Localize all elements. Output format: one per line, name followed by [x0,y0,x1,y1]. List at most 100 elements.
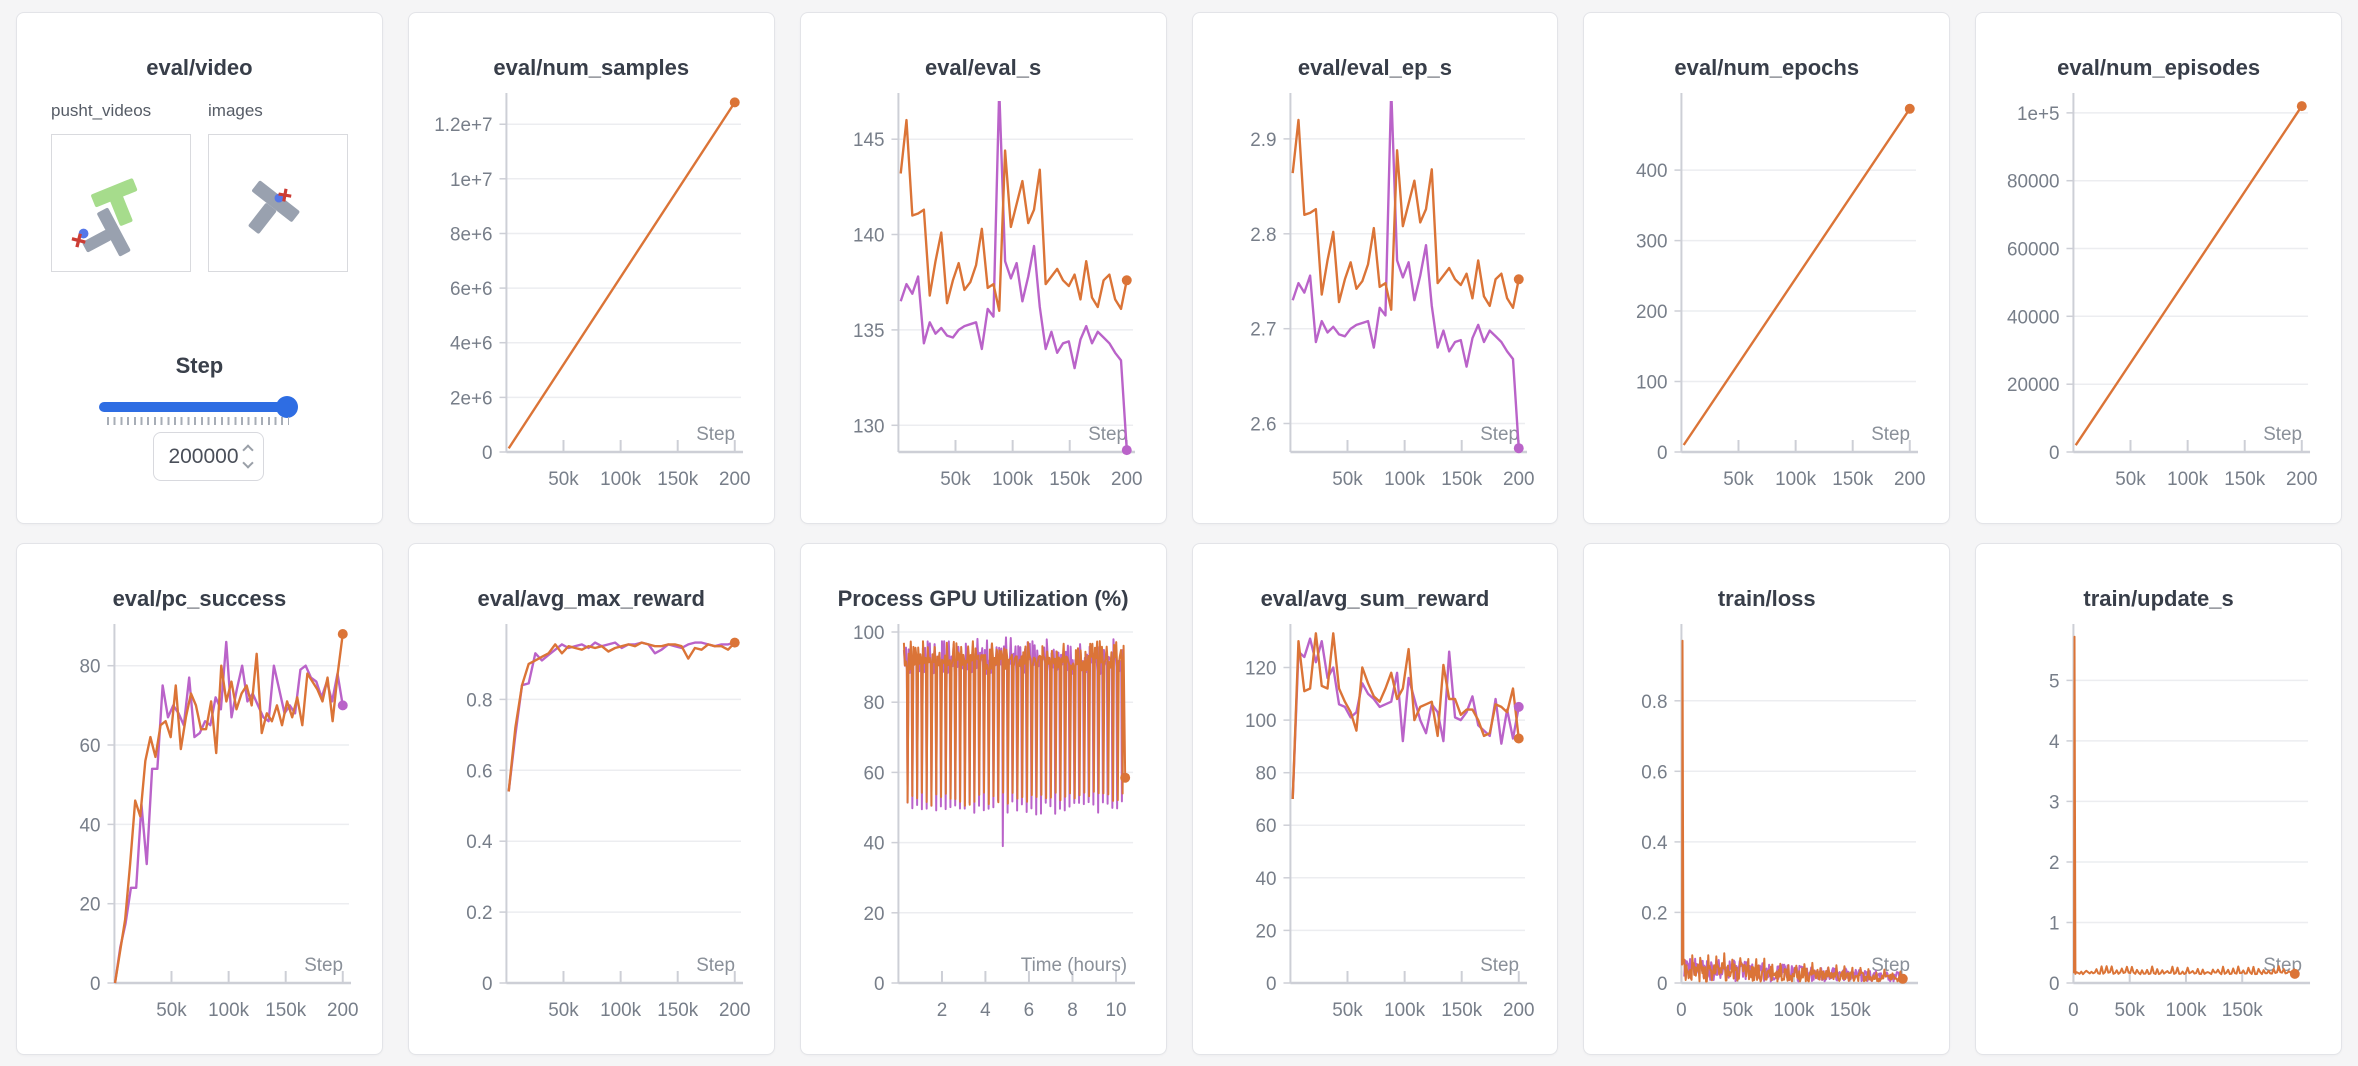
media-body: pusht_videos images [17,83,382,523]
svg-text:40000: 40000 [2007,307,2060,328]
svg-text:3: 3 [2049,792,2060,813]
chart-canvas-eval-num-epochs[interactable]: 0 100 200 300 400 50k 100k 150k 200 Step [1584,83,1949,522]
svg-text:0: 0 [2049,443,2060,464]
pusht-videos-thumbnail[interactable] [51,134,191,272]
svg-text:1.2e+7: 1.2e+7 [434,115,492,136]
green-t-block [91,178,138,226]
chart-canvas-eval-num-samples[interactable]: 0 2e+6 4e+6 6e+6 8e+6 1e+7 1.2e+7 50k 100k 150k 20… [409,83,774,522]
images-thumbnail[interactable] [208,134,348,272]
svg-text:0: 0 [482,443,493,464]
svg-text:200: 200 [1111,469,1143,490]
svg-text:0: 0 [1657,974,1668,995]
step-slider-handle[interactable] [276,396,298,418]
chart-canvas-eval-eval-s[interactable]: 130 135 140 145 50k 100k 150k 200 Step [801,83,1166,522]
svg-text:50k: 50k [1332,1000,1363,1021]
svg-text:40: 40 [863,834,884,855]
chart-title: eval/num_samples [493,55,690,80]
chart-canvas-eval-pc-success[interactable]: 0 20 40 60 80 50k 100k 150k 200 Step [17,614,382,1053]
svg-text:100k: 100k [992,469,1033,490]
panel-eval-num-samples: eval/num_samples 0 2e+6 4e+6 6e+6 8e+6 1e+7 1.… [407,12,775,524]
svg-text:0: 0 [1676,1000,1687,1021]
chart-title: eval/eval_s [924,55,1042,80]
svg-text:80: 80 [79,657,100,678]
svg-text:145: 145 [853,130,885,151]
chart-title: train/loss [1717,586,1816,611]
chart-title: eval/avg_max_reward [477,586,705,611]
svg-text:Step: Step [2263,424,2302,445]
svg-text:0.2: 0.2 [1642,903,1668,924]
gray-t-block [82,207,131,257]
chart-canvas-eval-num-episodes[interactable]: 0 20000 40000 60000 80000 1e+5 50k 100k 150k 200 S… [1976,83,2341,522]
chart-canvas-eval-avg-max-reward[interactable]: 0 0.2 0.4 0.6 0.8 50k 100k 150k 200 Step [409,614,774,1053]
svg-text:2.6: 2.6 [1250,414,1276,435]
svg-text:60: 60 [863,763,884,784]
svg-text:100k: 100k [208,1000,249,1021]
svg-text:Step: Step [1088,424,1127,445]
svg-text:100k: 100k [1774,1000,1815,1021]
svg-text:50k: 50k [940,469,971,490]
svg-text:150k: 150k [2222,1000,2263,1021]
svg-text:140: 140 [853,225,885,246]
svg-text:1e+5: 1e+5 [2017,104,2060,125]
svg-text:150k: 150k [2224,469,2265,490]
panel-title: eval/video [146,55,253,80]
spinner-down-icon[interactable] [241,457,254,469]
svg-text:150k: 150k [1441,1000,1482,1021]
svg-text:100: 100 [1636,372,1668,393]
svg-text:0.8: 0.8 [1642,692,1668,713]
svg-text:200: 200 [1636,302,1668,323]
step-input-box[interactable] [153,432,264,481]
svg-text:0.8: 0.8 [466,690,492,711]
svg-text:6e+6: 6e+6 [450,279,493,300]
goal-cross [71,233,86,248]
step-slider-track[interactable] [99,402,294,412]
panel-eval-num-epochs: eval/num_epochs 0 100 200 300 400 50k 100k 150k… [1583,12,1951,524]
svg-text:2.9: 2.9 [1250,130,1276,151]
panel-train-loss: train/loss 0 0.2 0.4 0.6 0.8 0 50k 100k 150k Step [1583,543,1951,1055]
svg-text:0: 0 [874,974,885,995]
svg-text:0: 0 [2068,1000,2079,1021]
svg-text:200: 200 [1503,1000,1535,1021]
svg-text:120: 120 [1244,658,1276,679]
chart-canvas-eval-eval-ep-s[interactable]: 2.6 2.7 2.8 2.9 50k 100k 150k 200 Step [1193,83,1558,522]
svg-text:150k: 150k [1833,469,1874,490]
svg-text:2: 2 [2049,853,2060,874]
svg-text:40: 40 [79,815,100,836]
svg-text:400: 400 [1636,161,1668,182]
svg-text:Step: Step [1480,424,1519,445]
chart-canvas-process-gpu-utilization[interactable]: 0 20 40 60 80 100 2 4 6 8 10 Time (hours) [801,614,1166,1053]
svg-text:20: 20 [863,904,884,925]
svg-text:150k: 150k [1049,469,1090,490]
svg-text:200: 200 [719,469,751,490]
step-input[interactable] [165,444,242,469]
chart-canvas-eval-avg-sum-reward[interactable]: 0 20 40 60 80 100 120 50k 100k 150k 200 Step [1193,614,1558,1053]
svg-text:150k: 150k [1441,469,1482,490]
svg-text:Time (hours): Time (hours) [1020,955,1126,976]
video-label-pusht-videos: pusht_videos [51,101,152,120]
svg-text:4: 4 [2049,732,2060,753]
svg-text:4: 4 [980,1000,991,1021]
spinner-up-icon[interactable] [241,444,254,456]
svg-text:80: 80 [863,693,884,714]
step-input-spinner[interactable] [241,444,254,469]
svg-text:60: 60 [79,736,100,757]
svg-text:4e+6: 4e+6 [450,334,493,355]
svg-text:200: 200 [2286,469,2318,490]
chart-title: eval/num_episodes [2057,55,2261,80]
svg-text:0: 0 [1265,974,1276,995]
svg-text:0: 0 [90,974,101,995]
svg-text:80: 80 [1255,764,1276,785]
panel-eval-avg-sum-reward: eval/avg_sum_reward 0 20 40 60 80 100 120 50k 10… [1191,543,1559,1055]
svg-text:100k: 100k [2166,1000,2207,1021]
svg-text:100k: 100k [1384,1000,1425,1021]
svg-text:200: 200 [719,1000,751,1021]
chart-title: eval/eval_ep_s [1297,55,1452,80]
svg-text:0: 0 [1657,443,1668,464]
svg-text:50k: 50k [1332,469,1363,490]
svg-text:0.4: 0.4 [1642,833,1668,854]
svg-text:200: 200 [327,1000,359,1021]
svg-text:0.6: 0.6 [466,761,492,782]
